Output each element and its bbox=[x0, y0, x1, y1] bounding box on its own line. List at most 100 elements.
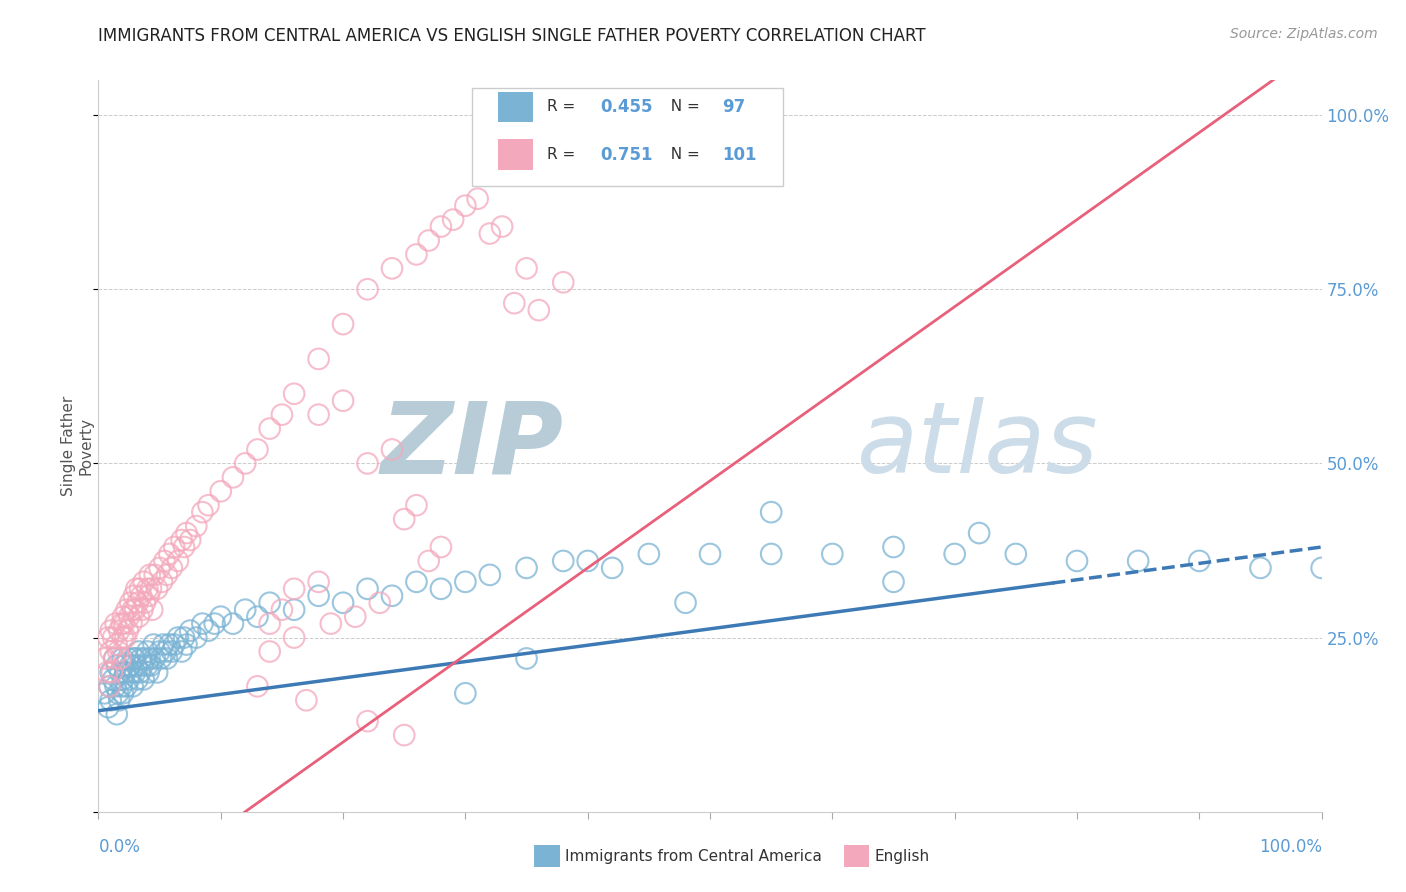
Point bbox=[157, 547, 180, 561]
Text: 0.455: 0.455 bbox=[600, 98, 652, 116]
Point bbox=[129, 665, 152, 680]
Point bbox=[319, 616, 342, 631]
Text: R =: R = bbox=[547, 100, 585, 114]
Text: atlas: atlas bbox=[856, 398, 1098, 494]
Point bbox=[124, 603, 146, 617]
Point bbox=[491, 219, 513, 234]
Text: 0.0%: 0.0% bbox=[98, 838, 141, 855]
Point bbox=[308, 351, 330, 366]
Point bbox=[405, 247, 427, 261]
Point bbox=[246, 442, 269, 457]
Point bbox=[943, 547, 966, 561]
Text: 0.751: 0.751 bbox=[600, 145, 652, 163]
Point bbox=[392, 728, 416, 742]
Point bbox=[222, 616, 245, 631]
Point bbox=[283, 386, 305, 401]
Y-axis label: Single Father
Poverty: Single Father Poverty bbox=[62, 396, 94, 496]
Point bbox=[115, 679, 138, 693]
Point bbox=[176, 638, 198, 652]
Point bbox=[344, 609, 367, 624]
Point bbox=[467, 192, 489, 206]
Point bbox=[515, 261, 537, 276]
Point bbox=[112, 658, 135, 673]
Point bbox=[111, 631, 134, 645]
Point bbox=[233, 457, 256, 471]
Point bbox=[122, 651, 145, 665]
Point bbox=[179, 624, 201, 638]
Text: N =: N = bbox=[661, 100, 704, 114]
Point bbox=[97, 700, 120, 714]
Point bbox=[381, 442, 404, 457]
Point bbox=[127, 596, 149, 610]
Point bbox=[332, 393, 354, 408]
Point bbox=[191, 505, 214, 519]
Point bbox=[332, 317, 354, 331]
Point bbox=[124, 665, 146, 680]
Point bbox=[124, 651, 146, 665]
Point bbox=[149, 651, 172, 665]
Point bbox=[368, 596, 391, 610]
Point bbox=[111, 686, 134, 700]
Point bbox=[308, 574, 330, 589]
Point bbox=[103, 651, 125, 665]
Point bbox=[93, 651, 115, 665]
Text: R =: R = bbox=[547, 147, 585, 162]
Point bbox=[160, 644, 183, 658]
Point bbox=[110, 665, 132, 680]
Point bbox=[209, 484, 232, 499]
Point bbox=[134, 651, 156, 665]
Point bbox=[96, 665, 118, 680]
Point bbox=[222, 470, 245, 484]
Point bbox=[883, 574, 905, 589]
Point bbox=[125, 658, 148, 673]
Point bbox=[101, 673, 124, 687]
Point bbox=[638, 547, 661, 561]
Point bbox=[233, 603, 256, 617]
Point bbox=[430, 582, 453, 596]
Point bbox=[121, 679, 143, 693]
Point bbox=[430, 219, 453, 234]
Point bbox=[515, 561, 537, 575]
Point bbox=[139, 658, 162, 673]
Point bbox=[197, 498, 219, 512]
Point bbox=[98, 679, 121, 693]
Point bbox=[103, 651, 125, 665]
Point bbox=[134, 596, 156, 610]
Point bbox=[883, 540, 905, 554]
Point bbox=[576, 554, 599, 568]
Text: Source: ZipAtlas.com: Source: ZipAtlas.com bbox=[1230, 27, 1378, 41]
Point bbox=[131, 658, 153, 673]
Point bbox=[120, 596, 142, 610]
Point bbox=[143, 567, 166, 582]
Point bbox=[132, 673, 155, 687]
Point bbox=[118, 609, 141, 624]
Point bbox=[283, 582, 305, 596]
Point bbox=[295, 693, 318, 707]
Point bbox=[163, 540, 186, 554]
Point bbox=[142, 638, 165, 652]
Point bbox=[441, 212, 464, 227]
Point bbox=[129, 589, 152, 603]
Point bbox=[139, 651, 162, 665]
Point bbox=[761, 547, 783, 561]
Point bbox=[259, 616, 281, 631]
Point bbox=[761, 505, 783, 519]
Point bbox=[114, 665, 136, 680]
Point bbox=[600, 561, 623, 575]
FancyBboxPatch shape bbox=[498, 139, 533, 169]
Point bbox=[405, 498, 427, 512]
Text: 100.0%: 100.0% bbox=[1258, 838, 1322, 855]
Point bbox=[204, 616, 226, 631]
Point bbox=[156, 567, 179, 582]
Point bbox=[146, 582, 169, 596]
Point bbox=[143, 651, 166, 665]
Point bbox=[167, 554, 190, 568]
Point bbox=[1128, 554, 1150, 568]
Point bbox=[332, 596, 354, 610]
Point bbox=[111, 609, 134, 624]
Point bbox=[105, 707, 128, 722]
Point bbox=[170, 533, 193, 547]
Point bbox=[139, 582, 162, 596]
Point bbox=[191, 616, 214, 631]
Point bbox=[105, 638, 128, 652]
